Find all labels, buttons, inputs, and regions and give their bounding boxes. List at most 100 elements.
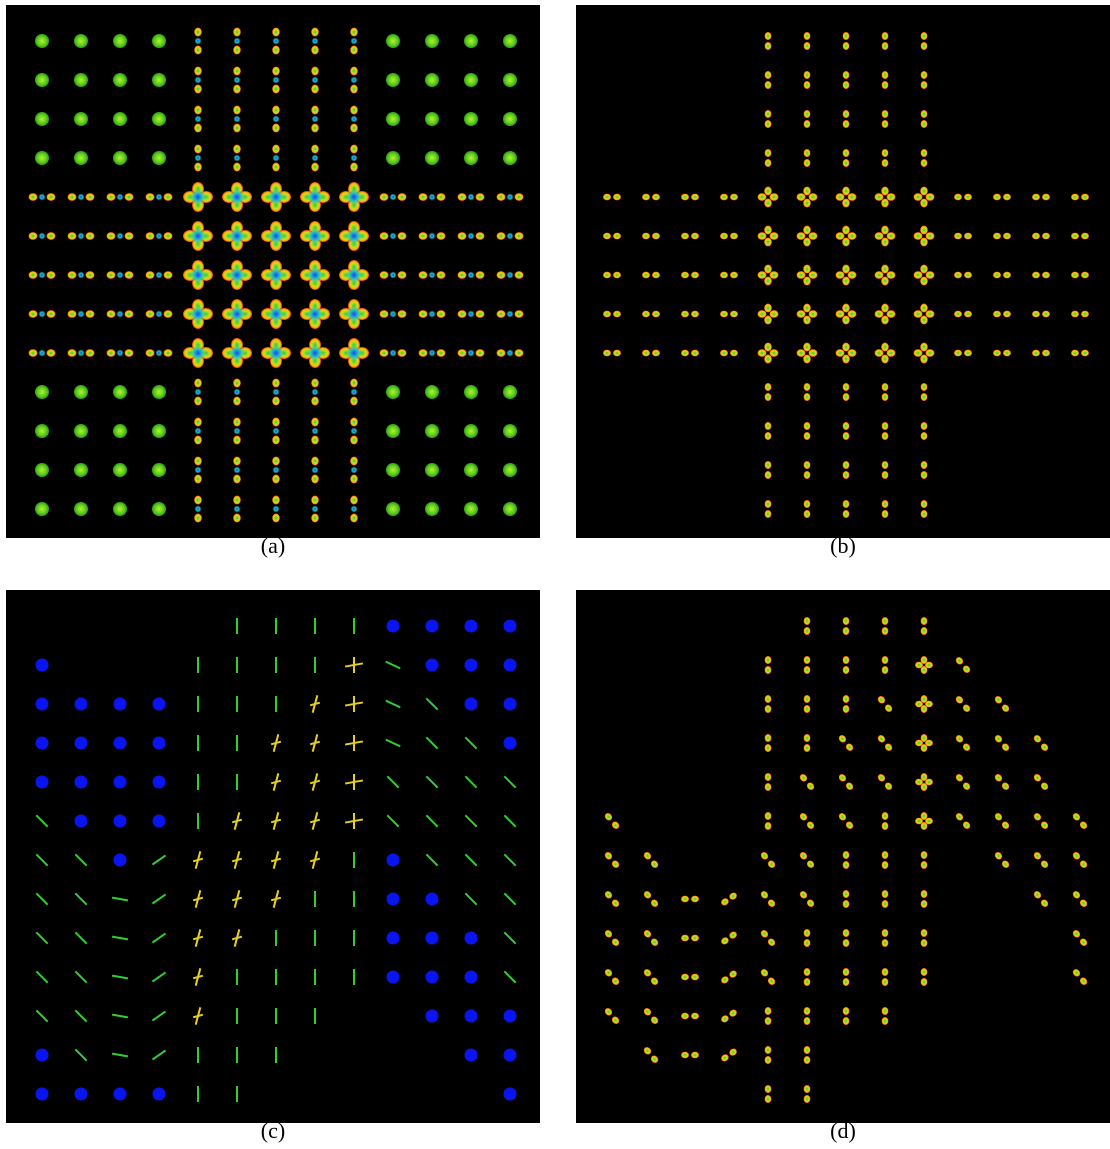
glyph [35, 697, 49, 711]
glyph [311, 27, 319, 55]
glyph [842, 32, 850, 50]
glyph [757, 271, 779, 279]
glyph [425, 424, 439, 438]
glyph [35, 73, 49, 87]
glyph [145, 349, 173, 357]
glyph [503, 775, 517, 789]
glyph [464, 385, 478, 399]
glyph [35, 1009, 49, 1023]
glyph [993, 193, 1011, 201]
glyph [35, 970, 49, 984]
glyph [350, 66, 358, 94]
glyph [842, 264, 850, 286]
glyph [311, 378, 319, 406]
glyph [229, 267, 245, 283]
glyph [386, 385, 400, 399]
glyph [881, 968, 889, 986]
glyph [35, 34, 49, 48]
glyph [721, 892, 737, 906]
glyph [28, 232, 56, 240]
glyph [270, 740, 282, 746]
glyph [881, 812, 889, 830]
glyph [603, 232, 621, 240]
glyph [764, 264, 772, 286]
glyph-field [35, 618, 517, 1102]
glyph [764, 186, 772, 208]
glyph [803, 1085, 811, 1103]
glyph [920, 110, 928, 128]
glyph [464, 73, 478, 87]
glyph [67, 271, 95, 279]
glyph [920, 461, 928, 479]
glyph [503, 73, 517, 87]
glyph [803, 617, 811, 635]
glyph [838, 735, 854, 751]
glyph [152, 73, 166, 87]
glyph [503, 424, 517, 438]
glyph [913, 232, 935, 240]
glyph [803, 1046, 811, 1064]
glyph [350, 378, 358, 406]
glyph [760, 930, 776, 946]
glyph [720, 271, 738, 279]
glyph [799, 774, 815, 790]
glyph [642, 349, 660, 357]
glyph [192, 935, 204, 941]
glyph [881, 851, 889, 869]
glyph [842, 110, 850, 128]
glyph [307, 267, 323, 283]
glyph [194, 105, 202, 133]
glyph [268, 189, 284, 205]
glyph [35, 385, 49, 399]
glyph [425, 619, 439, 633]
glyph [113, 463, 127, 477]
glyph [1071, 193, 1089, 201]
glyph [881, 929, 889, 947]
glyph [35, 775, 49, 789]
glyph [113, 1087, 127, 1101]
glyph [272, 495, 280, 523]
glyph-field [604, 617, 1088, 1103]
glyph [681, 895, 699, 903]
glyph [67, 193, 95, 201]
glyph [993, 271, 1011, 279]
glyph [311, 495, 319, 523]
glyph [796, 271, 818, 279]
glyph [457, 232, 485, 240]
glyph [151, 854, 167, 866]
glyph [35, 736, 49, 750]
glyph [842, 890, 850, 908]
glyph [425, 736, 439, 750]
glyph [1071, 271, 1089, 279]
glyph [385, 738, 401, 748]
glyph [425, 1009, 439, 1023]
glyph [464, 151, 478, 165]
glyph [643, 1047, 659, 1063]
glyph [418, 232, 446, 240]
glyph [642, 193, 660, 201]
glyph [464, 502, 478, 516]
glyph [74, 112, 88, 126]
glyph [503, 1048, 517, 1062]
glyph [803, 968, 811, 986]
glyph [803, 149, 811, 167]
glyph [604, 930, 620, 946]
glyph [152, 736, 166, 750]
glyph [720, 193, 738, 201]
glyph [496, 271, 524, 279]
glyph [1071, 310, 1089, 318]
glyph [307, 228, 323, 244]
glyph [603, 310, 621, 318]
glyph [881, 342, 889, 364]
glyph [915, 661, 933, 669]
glyph [35, 1087, 49, 1101]
glyph [344, 779, 364, 785]
glyph [681, 934, 699, 942]
glyph [764, 110, 772, 128]
glyph [350, 105, 358, 133]
glyph [425, 697, 439, 711]
glyph [842, 383, 850, 401]
glyph [835, 193, 857, 201]
glyph [764, 71, 772, 89]
glyph [842, 342, 850, 364]
